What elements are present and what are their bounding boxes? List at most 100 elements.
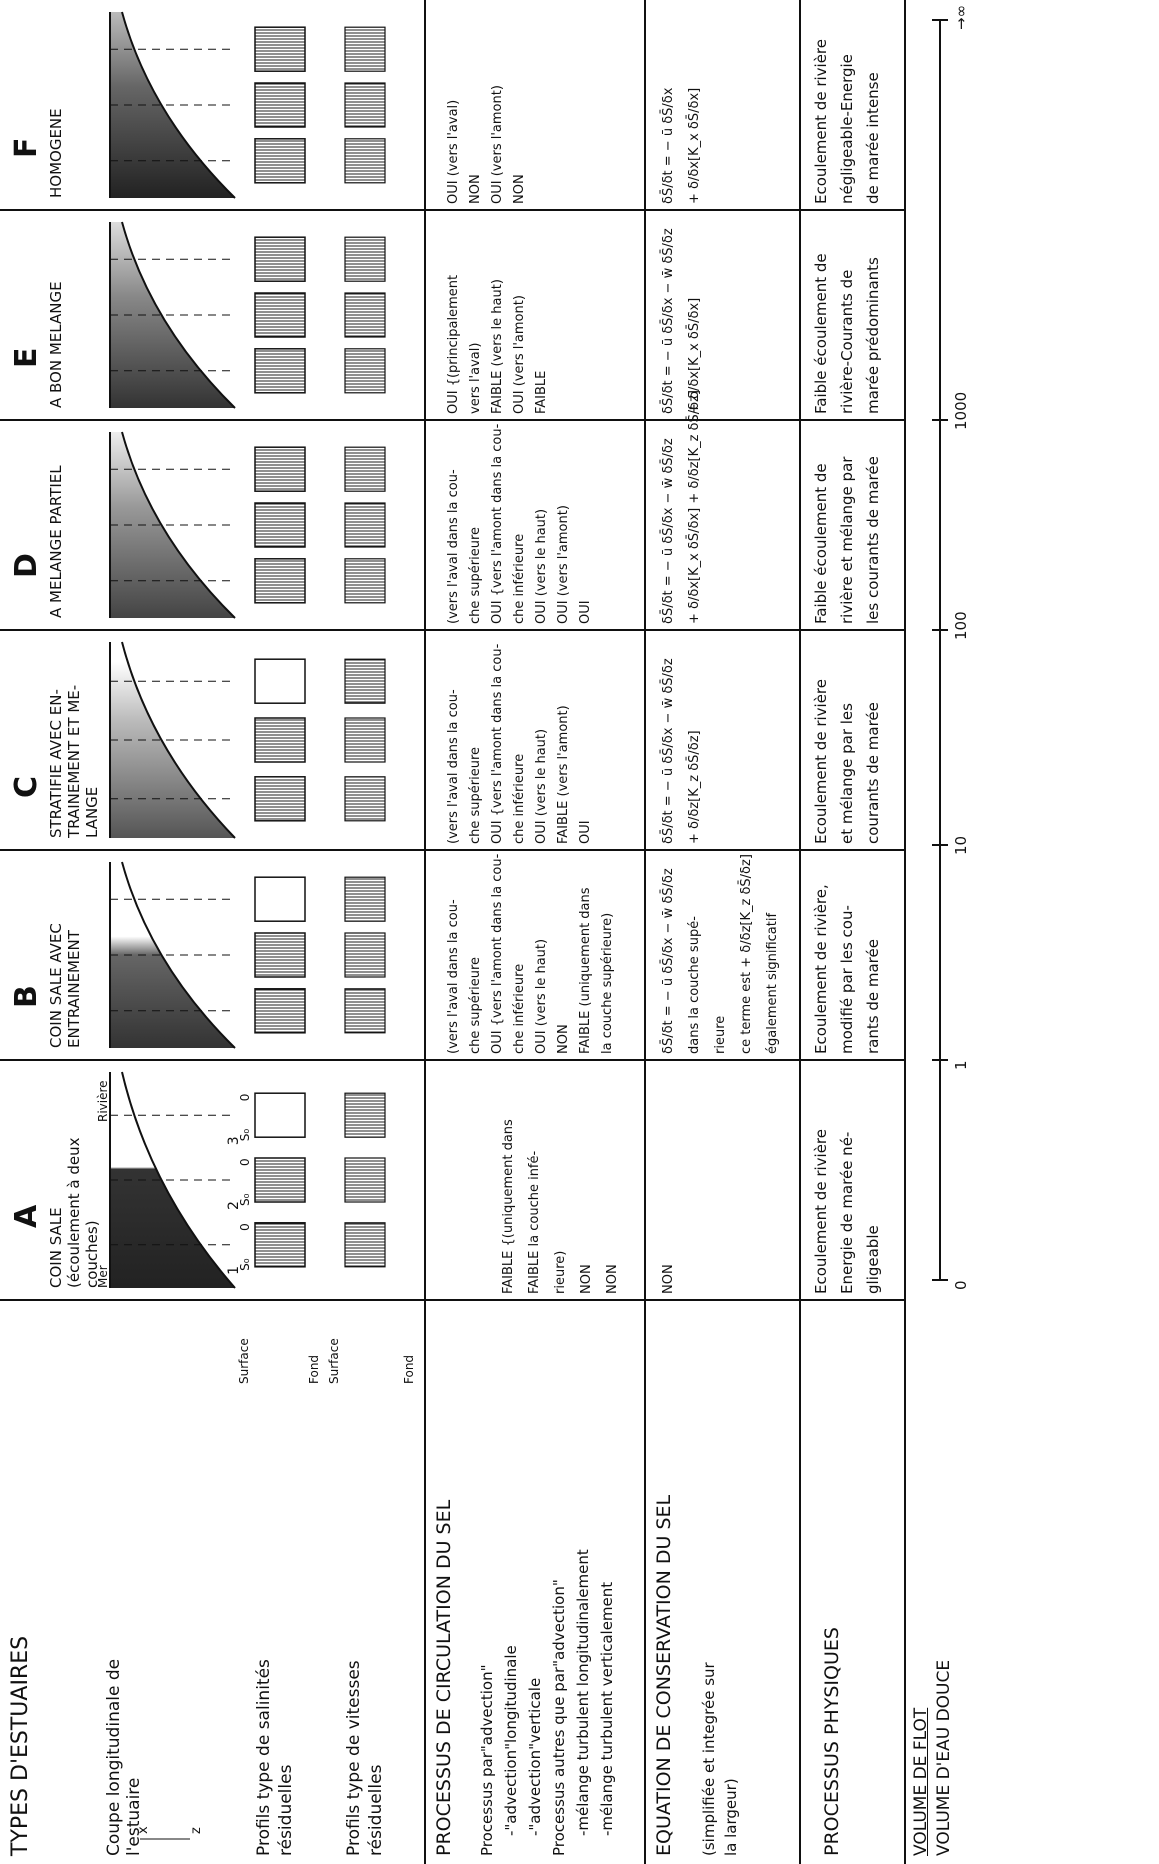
profile-label: Surface [325, 1338, 343, 1384]
row-label: Processus par"advection" [478, 1665, 496, 1856]
circulation-text: (vers l'aval dans la cou- [445, 469, 463, 624]
circulation-text: NON [511, 174, 529, 204]
equation-text: rieure [712, 1016, 730, 1054]
column-name: LANGE [84, 787, 101, 838]
equation-text: dans la couche supé- [686, 916, 704, 1054]
physical-text: rivière et mélange par [838, 457, 856, 624]
label: Rivière [94, 1080, 112, 1122]
ratio-tick-label: 1 [952, 1060, 970, 1070]
salinity-profile [255, 1158, 305, 1202]
circulation-text: che inférieure [511, 754, 529, 844]
physical-text: et mélange par les [838, 703, 856, 844]
circulation-text: (vers l'aval dans la cou- [445, 689, 463, 844]
circulation-text: OUI (vers l'amont) [555, 505, 573, 624]
circulation-text: NON [467, 174, 485, 204]
section-title: EQUATION DE CONSERVATION DU SEL [652, 1495, 676, 1856]
circulation-text: FAIBLE la couche infé- [526, 1151, 544, 1294]
circulation-text: NON [604, 1264, 622, 1294]
salinity-profile [255, 559, 305, 603]
equation-text: également significatif [764, 913, 782, 1054]
column-name: COIN SALE [48, 1207, 65, 1288]
physical-text: marée prédominants [864, 257, 882, 414]
physical-text: négligeable-Energie [838, 54, 856, 204]
row-label: (simplifiée et integrée sur [700, 1662, 718, 1856]
velocity-profile [345, 139, 385, 183]
salinity-profile [255, 933, 305, 977]
column-letter: F [10, 138, 44, 159]
profile-label: Fond [400, 1355, 418, 1384]
equation-text: δS̄/δt = − ū δS̄/δx − w̄ δS̄/δz [660, 438, 678, 624]
column-name: COIN SALE AVEC [48, 923, 65, 1048]
axis-label: x [135, 1826, 153, 1834]
label: Mer [94, 1265, 112, 1288]
ratio-tick-label: 1000 [952, 392, 970, 430]
column-letter: D [10, 553, 44, 578]
circulation-text: la couche supérieure) [599, 913, 617, 1054]
circulation-text: FAIBLE {(uniquement dans [500, 1119, 518, 1294]
circulation-text: che inférieure [511, 534, 529, 624]
circulation-text: (vers l'aval dans la cou- [445, 899, 463, 1054]
circulation-text: che inférieure [511, 964, 529, 1054]
column-name: STRATIFIE AVEC EN- [48, 689, 65, 838]
row-label: -mélange turbulent verticalement [598, 1582, 616, 1836]
row-label: l'estuaire [125, 1778, 143, 1856]
column-name: A MELANGE PARTIEL [48, 465, 65, 618]
row-label: Profils type de vitesses [345, 1660, 363, 1856]
circulation-text: OUI {vers l'amont dans la cou- [489, 424, 507, 624]
physical-text: modifié par les cou- [838, 905, 856, 1054]
circulation-text: vers l'aval) [467, 343, 485, 414]
salinity-profile [255, 349, 305, 393]
ratio-tick-label: 100 [952, 611, 970, 640]
circulation-text: OUI {(principalement [445, 275, 463, 414]
velocity-profile [345, 877, 385, 921]
rotated-sheet: TYPES D'ESTUAIRESCoupe longitudinale del… [0, 0, 1159, 1864]
circulation-text: che supérieure [467, 747, 485, 844]
profile-label: 0 [236, 1094, 254, 1102]
column-letter: E [10, 348, 44, 369]
velocity-profile [345, 293, 385, 337]
salinity-profile [255, 83, 305, 127]
velocity-profile [345, 777, 385, 821]
circulation-text: OUI (vers l'aval) [445, 100, 463, 204]
velocity-profile [345, 933, 385, 977]
circulation-text: che supérieure [467, 957, 485, 1054]
circulation-text: OUI {vers l'amont dans la cou- [489, 644, 507, 844]
salinity-profile [255, 659, 305, 703]
equation-text: NON [660, 1264, 678, 1294]
equation-text: + δ/δx[K_x δS̄/δx] [686, 298, 704, 414]
velocity-profile [345, 349, 385, 393]
equation-text: δS̄/δt = − ū δS̄/δx − w̄ δS̄/δz [660, 658, 678, 844]
circulation-text: FAIBLE (vers le haut) [489, 279, 507, 414]
physical-text: gligeable [864, 1225, 882, 1294]
circulation-text: FAIBLE (uniquement dans [577, 887, 595, 1054]
physical-text: Energie de marée né- [838, 1132, 856, 1294]
profile-label: S₀ [236, 1258, 254, 1270]
row-label: -"advection"verticale [526, 1678, 544, 1836]
velocity-profile [345, 237, 385, 281]
equation-text: δS̄/δt = − ū δS̄/δx − w̄ δS̄/δz [660, 868, 678, 1054]
salinity-profile [255, 877, 305, 921]
table-title: TYPES D'ESTUAIRES [8, 1636, 34, 1856]
circulation-text: OUI (vers l'amont) [489, 85, 507, 204]
velocity-profile [345, 559, 385, 603]
equation-text: + δ/δx[K_x δS̄/δx] [686, 88, 704, 204]
salinity-profile [255, 293, 305, 337]
velocity-profile [345, 989, 385, 1033]
circulation-text: OUI [577, 820, 595, 844]
circulation-text: NON [578, 1264, 596, 1294]
column-letter: B [10, 985, 44, 1008]
row-label: -mélange turbulent longitudinalement [574, 1549, 592, 1836]
physical-text: rants de marée [864, 939, 882, 1054]
row-label: Profils type de salinités [255, 1659, 273, 1856]
ratio-tick-label: →∞ [952, 5, 970, 30]
page: {"header":{"title":"TYPES D'ESTUAIRES"},… [0, 0, 1159, 1864]
physical-text: Ecoulement de rivière, [812, 884, 830, 1054]
salinity-profile [255, 718, 305, 762]
salinity-profile [255, 1223, 305, 1267]
circulation-text: OUI (vers le haut) [533, 509, 551, 624]
circulation-text: OUI (vers le haut) [533, 729, 551, 844]
ratio-label: VOLUME DE FLOT [912, 1708, 930, 1856]
profile-label: 0 [236, 1223, 254, 1231]
column-name: HOMOGENE [48, 108, 65, 198]
salinity-profile [255, 503, 305, 547]
